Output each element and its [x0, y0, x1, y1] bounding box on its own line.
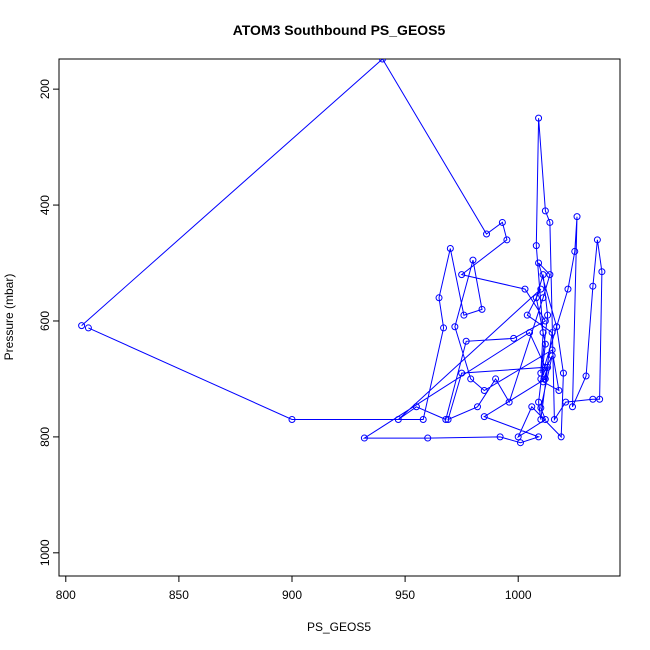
data-point — [435, 294, 443, 302]
data-point — [483, 230, 491, 238]
data-point — [537, 404, 545, 412]
data-point — [419, 416, 427, 424]
data-point — [535, 398, 543, 406]
data-point — [424, 434, 432, 442]
data-point — [480, 413, 488, 421]
data-point — [521, 285, 529, 293]
data-point — [546, 218, 554, 226]
data-point — [523, 311, 531, 319]
data-point — [514, 433, 522, 441]
data-point — [548, 346, 556, 354]
data-point — [526, 329, 534, 337]
data-point — [510, 334, 518, 342]
data-point — [539, 378, 547, 386]
data-point — [503, 236, 511, 244]
data-point — [446, 245, 454, 253]
y-tick-label: 400 — [38, 195, 52, 215]
x-axis: 800 850 900 950 1000 — [56, 576, 532, 602]
data-point — [460, 311, 468, 319]
data-point — [550, 416, 558, 424]
x-tick-label: 850 — [169, 588, 189, 602]
data-point — [451, 323, 459, 331]
data-point — [548, 329, 556, 337]
data-point — [539, 329, 547, 337]
data-point — [541, 416, 549, 424]
y-tick-label: 200 — [38, 79, 52, 99]
data-point — [492, 375, 500, 383]
data-point — [573, 213, 581, 221]
data-point — [516, 439, 524, 447]
data-point — [394, 416, 402, 424]
data-point — [444, 416, 452, 424]
data-point — [598, 268, 606, 276]
data-point — [528, 403, 536, 411]
data-point — [553, 323, 561, 331]
series-line — [81, 59, 603, 444]
data-point — [288, 416, 296, 424]
data-point — [589, 282, 597, 290]
data-point — [537, 285, 545, 293]
data-point — [541, 363, 549, 371]
data-point — [589, 395, 597, 403]
x-axis-label: PS_GEOS5 — [307, 620, 371, 634]
data-point — [458, 369, 466, 377]
data-point — [571, 247, 579, 255]
data-point — [541, 317, 549, 325]
data-point — [544, 311, 552, 319]
data-point — [496, 433, 504, 441]
data-point — [442, 416, 450, 424]
y-tick-label: 800 — [38, 427, 52, 447]
data-point — [360, 434, 368, 442]
plot-frame — [58, 58, 621, 577]
data-point — [541, 207, 549, 215]
data-point — [568, 403, 576, 411]
data-point — [539, 294, 547, 302]
x-tick-label: 950 — [395, 588, 415, 602]
data-point — [378, 59, 386, 63]
data-point — [480, 387, 488, 395]
y-tick-label: 600 — [38, 311, 52, 331]
data-point — [541, 340, 549, 348]
data-point — [505, 398, 513, 406]
data-point — [478, 305, 486, 313]
data-point — [582, 372, 590, 380]
data-point — [559, 369, 567, 377]
data-point — [532, 242, 540, 250]
data-point — [544, 363, 552, 371]
data-point — [535, 259, 543, 267]
data-point — [555, 387, 563, 395]
series-layer — [78, 59, 606, 447]
data-point — [498, 218, 506, 226]
data-point — [539, 271, 547, 279]
x-tick-label: 900 — [282, 588, 302, 602]
data-point — [458, 271, 466, 279]
x-tick-label: 800 — [56, 588, 76, 602]
data-point — [469, 256, 477, 264]
data-point — [546, 271, 554, 279]
data-point — [562, 398, 570, 406]
data-point — [535, 114, 543, 122]
data-point — [532, 294, 540, 302]
data-point — [440, 324, 448, 332]
data-point — [557, 433, 565, 441]
data-point — [473, 403, 481, 411]
y-axis-label: Pressure (mbar) — [2, 274, 16, 361]
data-point — [467, 375, 475, 383]
y-axis: 200 400 600 800 1000 — [38, 79, 59, 566]
data-point — [537, 416, 545, 424]
chart-title: ATOM3 Southbound PS_GEOS5 — [233, 22, 446, 38]
data-point — [412, 403, 420, 411]
data-point — [78, 322, 86, 330]
x-tick-label: 1000 — [505, 588, 532, 602]
data-point — [535, 433, 543, 441]
data-point — [564, 285, 572, 293]
data-point — [537, 369, 545, 377]
data-point — [462, 337, 470, 345]
data-point — [593, 236, 601, 244]
data-point — [84, 324, 92, 332]
data-point — [596, 395, 604, 403]
y-tick-label: 1000 — [38, 539, 52, 566]
